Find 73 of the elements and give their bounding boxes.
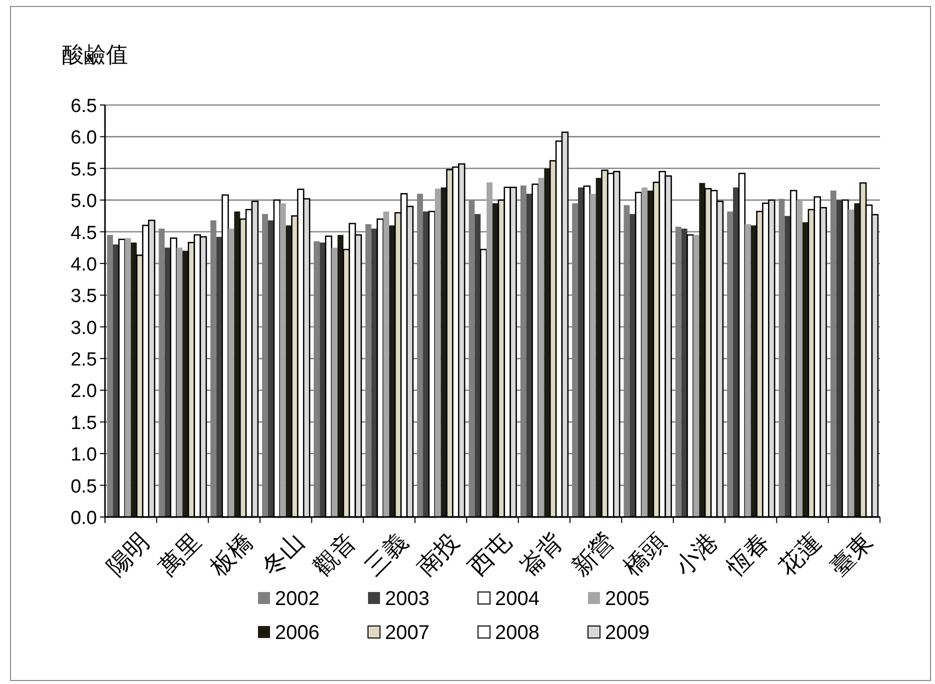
bar (538, 178, 544, 517)
bar (176, 248, 182, 517)
bar (590, 194, 596, 517)
x-tick-label: 萬里 (154, 528, 207, 582)
bar (268, 220, 274, 517)
y-tick-label: 6.0 (70, 128, 97, 149)
legend-label: 2006 (275, 622, 320, 644)
x-tick-label: 陽明 (102, 528, 155, 582)
y-tick-label: 6.5 (70, 96, 97, 117)
x-tick-label: 崙背 (515, 528, 568, 582)
x-tick-label: 橋頭 (618, 528, 672, 582)
legend-label: 2004 (495, 588, 540, 610)
bar (182, 250, 188, 517)
x-tick-label: 南投 (412, 528, 465, 582)
bar (434, 188, 441, 517)
bar (383, 211, 390, 517)
bar (848, 210, 854, 517)
bar (492, 203, 498, 517)
x-tick-label: 新營 (566, 528, 620, 582)
legend-label: 2007 (385, 622, 430, 644)
y-tick-label: 0.0 (70, 508, 97, 529)
y-tick-label: 2.0 (70, 381, 97, 402)
bar (332, 248, 338, 517)
x-tick-label: 花蓮 (774, 528, 827, 582)
x-tick-label: 三義 (360, 528, 414, 582)
y-tick-label: 2.5 (70, 350, 97, 371)
y-tick-label: 4.0 (70, 254, 97, 276)
legend-label: 2002 (275, 588, 320, 610)
bar (802, 222, 808, 517)
y-tick-label: 4.5 (70, 222, 97, 244)
y-tick-label: 3.5 (70, 286, 97, 308)
bar (693, 234, 700, 517)
bar (474, 214, 481, 517)
x-tick-label: 小港 (670, 528, 724, 582)
legend-label: 2003 (385, 588, 430, 610)
bar (320, 242, 326, 517)
bar (280, 203, 286, 517)
y-tick-label: 3.0 (70, 318, 97, 339)
x-tick-label: 觀音 (308, 528, 362, 582)
bar (124, 238, 131, 517)
bar (796, 200, 802, 517)
legend-label: 2005 (605, 588, 650, 610)
y-tick-label: 0.5 (70, 476, 97, 498)
bar (784, 216, 791, 517)
bar (486, 182, 492, 517)
bar (423, 211, 429, 517)
bar (578, 187, 584, 517)
y-tick-label: 5.5 (70, 159, 97, 180)
x-tick-label: 恆春 (721, 528, 775, 582)
bar (733, 187, 739, 517)
bar (699, 182, 706, 517)
bar (544, 168, 550, 517)
bar (234, 211, 240, 517)
y-tick-label: 1.0 (70, 444, 97, 466)
bar (164, 248, 171, 517)
bar (338, 234, 344, 517)
x-tick-label: 板橋 (204, 528, 258, 582)
bar (648, 190, 654, 517)
x-tick-label: 冬山 (256, 528, 310, 582)
x-tick-label: 西屯 (464, 528, 517, 582)
bar (854, 203, 860, 517)
bar (642, 187, 648, 517)
y-tick-label: 5.0 (70, 191, 97, 212)
x-tick-label: 臺東 (825, 528, 878, 582)
bar (630, 214, 636, 517)
y-axis-title: 酸鹼值 (62, 42, 128, 67)
legend-label: 2008 (495, 622, 540, 644)
bar (389, 225, 396, 517)
bar (228, 228, 234, 517)
legend-label: 2009 (605, 622, 650, 644)
bar (113, 244, 119, 517)
y-tick-label: 1.5 (70, 412, 97, 434)
bar (744, 224, 751, 517)
